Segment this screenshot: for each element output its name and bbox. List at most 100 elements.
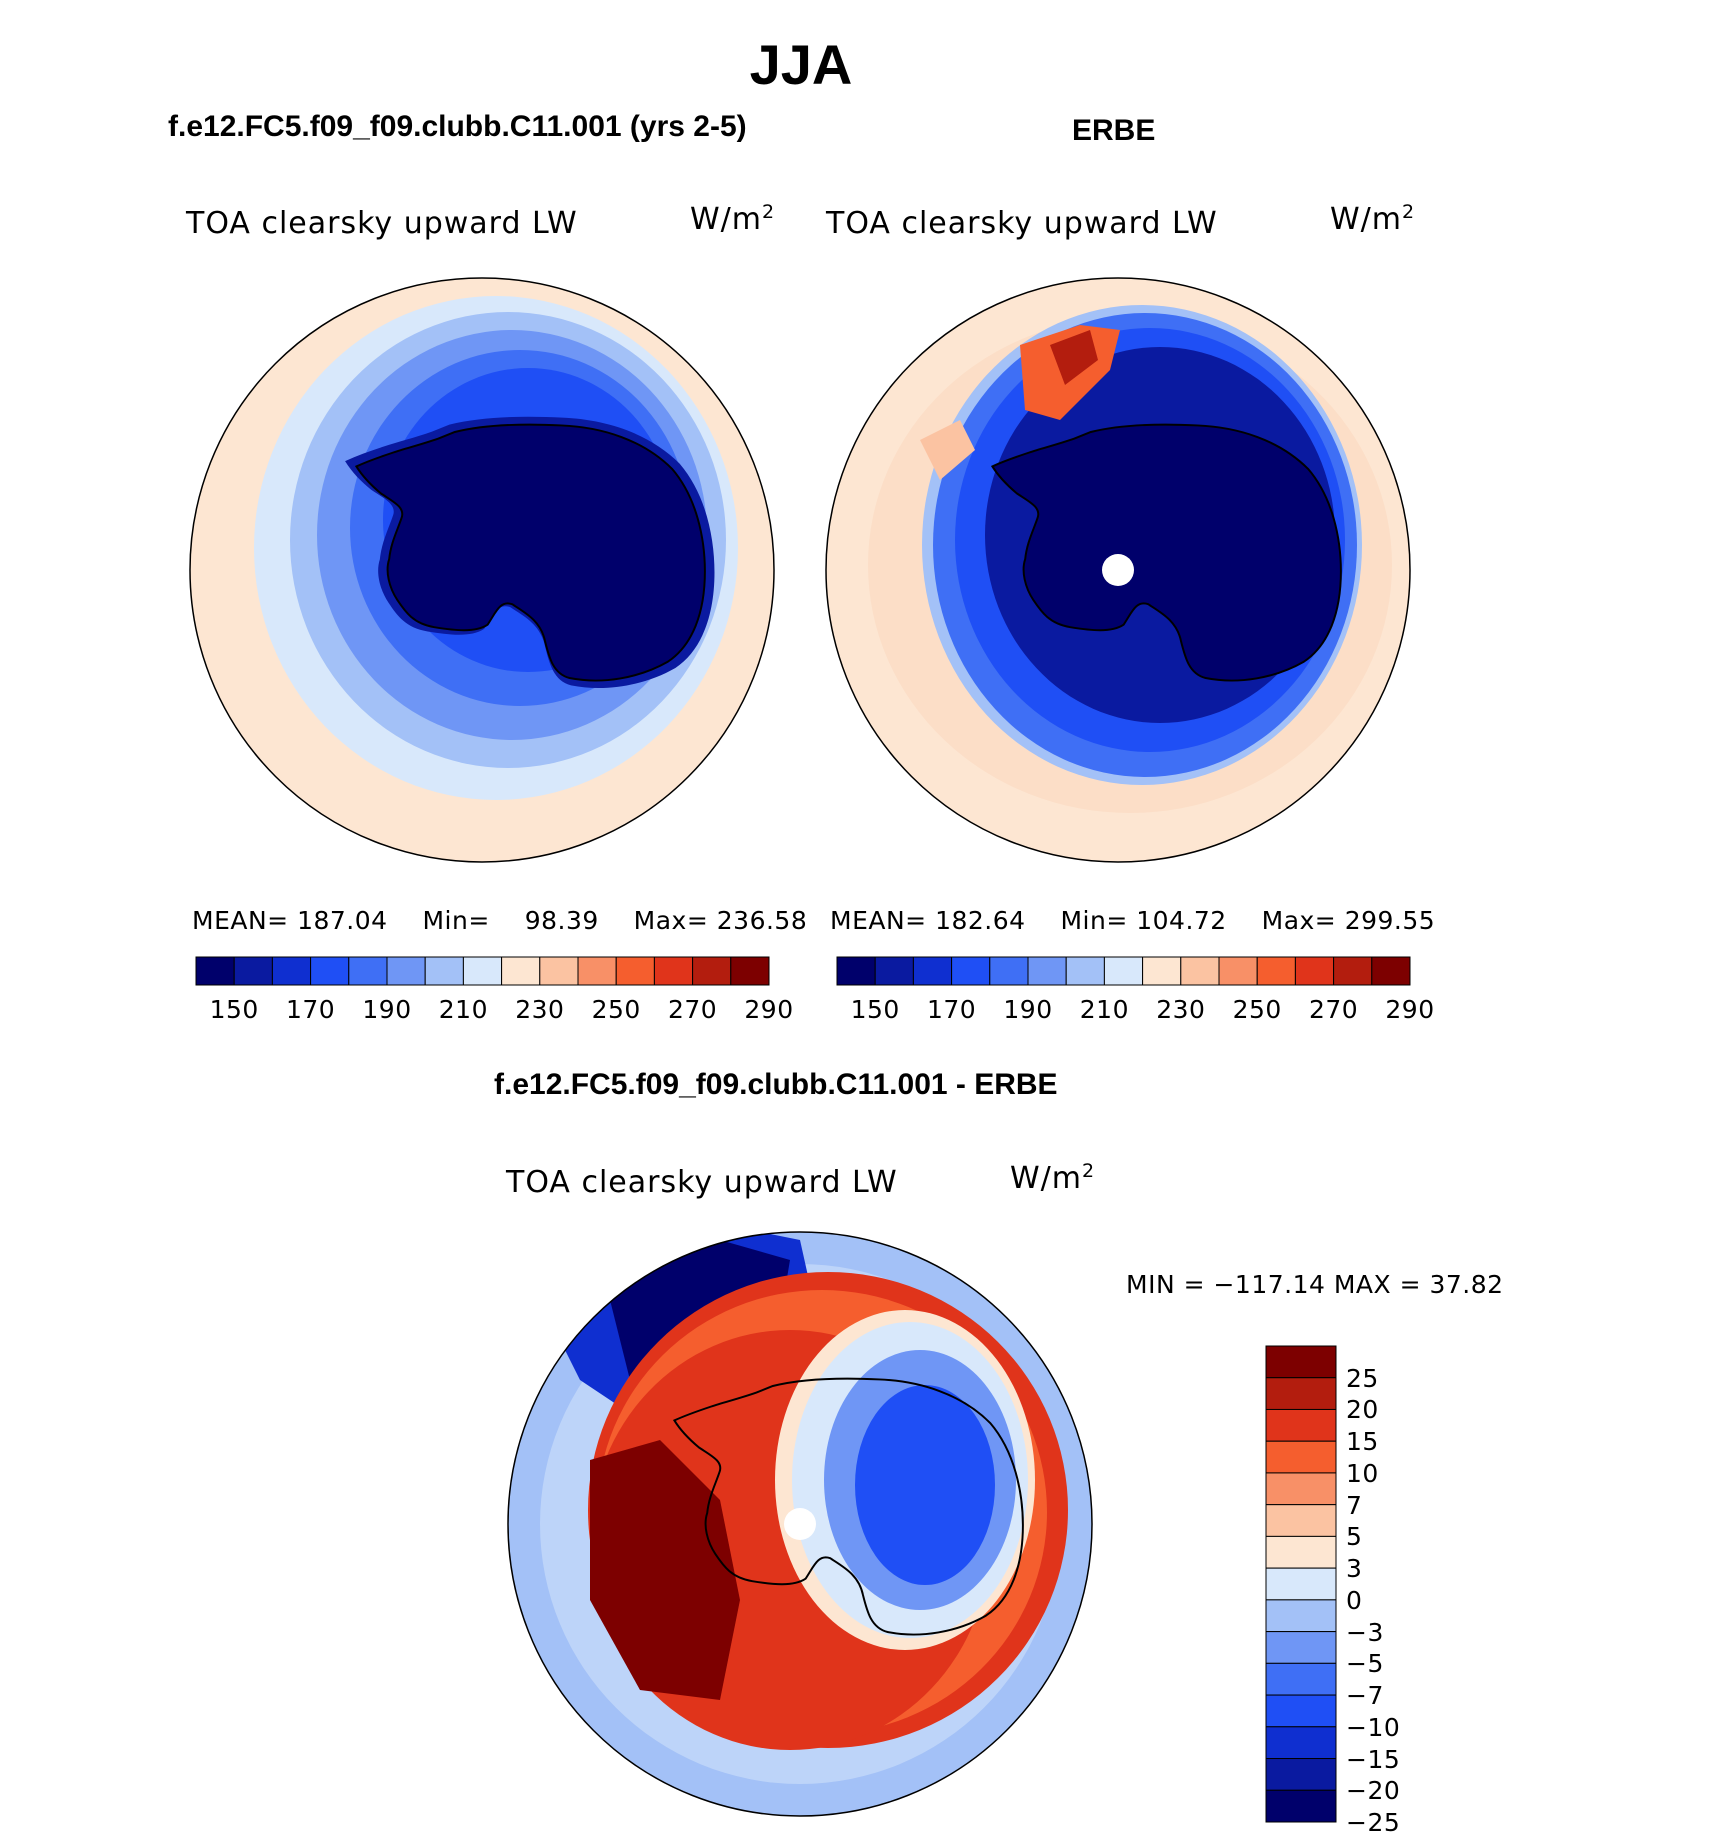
model-colorbar-segment — [195, 956, 235, 986]
model-colorbar-tick-label: 170 — [285, 995, 336, 1024]
model-colorbar-segment — [271, 956, 312, 986]
obs-units-label: W/m2 — [1330, 202, 1415, 237]
model-max-label: Max= — [633, 906, 709, 935]
model-colorbar-segment — [462, 956, 503, 986]
obs-colorbar-tick-label: 210 — [1079, 995, 1129, 1024]
obs-map-border — [825, 277, 1411, 863]
diff-map-border — [507, 1231, 1093, 1817]
diff-colorbar-segment — [1265, 1631, 1337, 1664]
diff-colorbar-tick-label: −3 — [1346, 1617, 1384, 1647]
model-colorbar-tick-label: 190 — [362, 995, 412, 1024]
obs-colorbar-segment — [874, 956, 914, 986]
obs-colorbar-segment — [989, 956, 1029, 986]
diff-colorbar-segment — [1265, 1758, 1337, 1791]
model-colorbar-segment — [730, 956, 770, 986]
diff-colorbar-tick-label: −10 — [1346, 1712, 1401, 1742]
obs-colorbar-segment — [1142, 956, 1182, 986]
diff-colorbar-tick-label: 10 — [1346, 1458, 1379, 1488]
diff-colorbar-segment — [1265, 1408, 1337, 1442]
obs-colorbar-segment — [1065, 956, 1105, 986]
diff-colorbar-segment — [1265, 1789, 1337, 1823]
obs-colorbar-tick-label: 230 — [1156, 995, 1206, 1024]
obs-max-value: 299.55 — [1344, 906, 1436, 935]
diff-colorbar-tick-label: 7 — [1346, 1490, 1363, 1520]
obs-colorbar — [836, 956, 1411, 986]
diff-colorbar-tick-label: −20 — [1346, 1776, 1401, 1806]
diff-panel-title: f.e12.FC5.f09_f09.clubb.C11.001 - ERBE — [494, 1068, 1058, 1101]
diff-colorbar-segment — [1265, 1345, 1337, 1379]
obs-panel-title: ERBE — [1072, 114, 1156, 147]
model-colorbar-segment — [348, 956, 388, 986]
diff-colorbar-tick-label: 15 — [1346, 1427, 1379, 1457]
diff-colorbar-tick-label: −5 — [1346, 1649, 1384, 1679]
diff-units-exp: 2 — [1082, 1160, 1096, 1182]
model-units-label: W/m2 — [690, 202, 775, 237]
diff-colorbar-segment — [1265, 1662, 1337, 1696]
obs-colorbar-tick-label: 150 — [850, 995, 900, 1024]
model-colorbar-segment — [310, 956, 350, 986]
diff-colorbar-segment — [1265, 1535, 1337, 1569]
model-map-border — [189, 277, 775, 863]
model-max-value: 236.58 — [716, 906, 808, 935]
obs-mean-value: 182.64 — [935, 906, 1026, 935]
model-colorbar-segment — [539, 956, 579, 986]
model-colorbar-tick-label: 290 — [744, 995, 794, 1024]
diff-colorbar-tick-label: 0 — [1346, 1585, 1363, 1615]
obs-colorbar-segment — [1027, 956, 1067, 986]
model-colorbar-segment — [386, 956, 426, 986]
obs-colorbar-segment — [1180, 956, 1220, 986]
diff-variable-label: TOA clearsky upward LW — [506, 1165, 898, 1200]
obs-units-base: W/m — [1330, 202, 1402, 237]
diff-minmax: MIN = −117.14 MAX = 37.82 — [1126, 1270, 1504, 1299]
obs-colorbar-segment — [951, 956, 991, 986]
diff-colorbar-segment — [1265, 1694, 1337, 1728]
diff-colorbar-segment — [1265, 1440, 1337, 1474]
model-colorbar — [195, 956, 770, 986]
diff-colorbar-segment — [1265, 1472, 1337, 1506]
obs-map — [826, 278, 1410, 862]
model-map — [190, 278, 774, 862]
model-units-exp: 2 — [762, 201, 776, 223]
model-stats: MEAN= 187.04 Min= 98.39 Max= 236.58 — [192, 906, 807, 935]
diff-colorbar-segment — [1265, 1504, 1337, 1537]
model-colorbar-tick-label: 250 — [591, 995, 641, 1024]
model-colorbar-segment — [615, 956, 655, 986]
model-panel-title: f.e12.FC5.f09_f09.clubb.C11.001 (yrs 2-5… — [168, 110, 747, 143]
model-colorbar-tick-label: 150 — [209, 995, 259, 1024]
model-colorbar-segment — [501, 956, 541, 986]
obs-stats: MEAN= 182.64 Min= 104.72 Max= 299.55 — [830, 906, 1435, 935]
diff-colorbar — [1265, 1345, 1337, 1823]
model-colorbar-segment — [424, 956, 464, 986]
obs-colorbar-segment — [1218, 956, 1258, 986]
obs-colorbar-tick-label: 270 — [1308, 995, 1359, 1024]
model-mean-value: 187.04 — [297, 906, 388, 935]
obs-colorbar-segment — [912, 956, 953, 986]
model-variable-label: TOA clearsky upward LW — [186, 206, 578, 241]
model-min-value: 98.39 — [524, 906, 599, 935]
obs-mean-label: MEAN= — [830, 906, 927, 935]
diff-colorbar-segment — [1265, 1726, 1337, 1760]
obs-colorbar-segment — [1333, 956, 1373, 986]
obs-min-value: 104.72 — [1136, 906, 1227, 935]
diff-colorbar-tick-label: 25 — [1346, 1363, 1379, 1393]
diff-colorbar-tick-label: −25 — [1346, 1808, 1401, 1837]
obs-colorbar-segment — [1371, 956, 1411, 986]
diff-colorbar-tick-label: −15 — [1346, 1744, 1401, 1774]
model-colorbar-segment — [653, 956, 694, 986]
obs-min-label: Min= — [1060, 906, 1128, 935]
obs-colorbar-segment — [1103, 956, 1144, 986]
diff-units-base: W/m — [1010, 1161, 1082, 1196]
diff-colorbar-segment — [1265, 1599, 1337, 1633]
model-min-label: Min= — [422, 906, 490, 935]
obs-colorbar-tick-label: 190 — [1003, 995, 1053, 1024]
model-colorbar-tick-label: 210 — [438, 995, 488, 1024]
model-colorbar-tick-label: 270 — [667, 995, 718, 1024]
diff-colorbar-tick-label: 3 — [1346, 1554, 1363, 1584]
diff-colorbar-tick-label: 20 — [1346, 1395, 1379, 1425]
diff-units-label: W/m2 — [1010, 1161, 1095, 1196]
model-mean-label: MEAN= — [192, 906, 289, 935]
model-colorbar-segment — [577, 956, 617, 986]
diff-colorbar-tick-label: −7 — [1346, 1681, 1384, 1711]
obs-variable-label: TOA clearsky upward LW — [826, 206, 1218, 241]
